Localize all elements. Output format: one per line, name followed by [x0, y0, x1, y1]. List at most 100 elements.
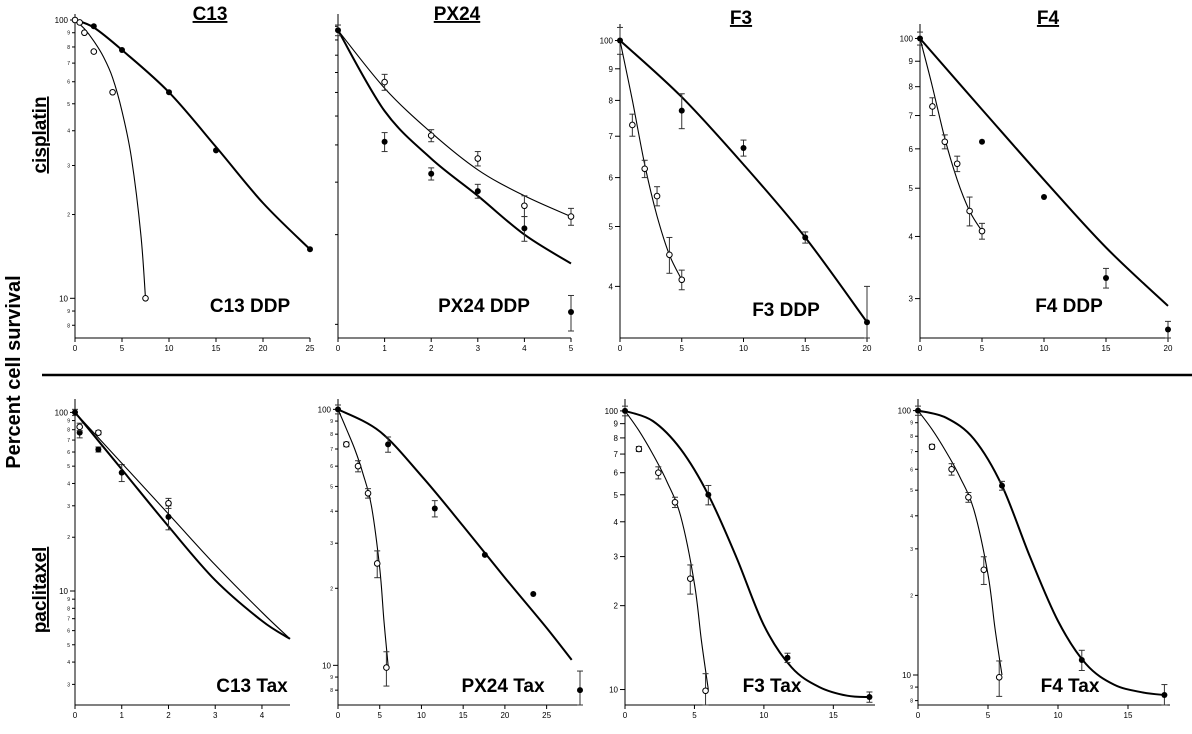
- filled-data-point: [428, 170, 435, 177]
- y-tick-label: 100: [898, 407, 912, 416]
- open-series-fit-line: [337, 409, 389, 666]
- open-data-point: [142, 294, 149, 302]
- panel-f4-tax: 0 5 10 15 8 9 2 3 4 5 6 7 8 9 10 100 F4 Tax: [898, 399, 1170, 720]
- open-data-point: [671, 498, 679, 506]
- y-minor-tick-label: 8: [330, 432, 333, 438]
- y-minor-tick-label: 4: [910, 514, 913, 520]
- x-tick-label: 15: [1102, 344, 1111, 353]
- panel-title: F4 DDP: [1035, 296, 1103, 317]
- y-minor-tick-label: 3: [67, 504, 70, 510]
- open-data-point: [373, 560, 381, 567]
- filled-data-point: [118, 469, 125, 476]
- filled-data-point: [678, 107, 685, 114]
- open-data-point: [567, 213, 575, 220]
- x-tick-label: 4: [260, 711, 265, 720]
- panel-c13-ddp: 0 5 10 15 20 25 8 9 2 3 4 5 6 7 8 9 10 100 C13 DDP: [55, 14, 315, 353]
- x-tick-label: 0: [918, 344, 923, 353]
- open-data-point: [76, 423, 83, 431]
- y-tick-label: 7: [609, 132, 614, 141]
- y-tick-label: 10: [609, 686, 618, 695]
- y-tick-label: 10: [59, 294, 68, 303]
- column-heading-c13: C13: [193, 4, 228, 25]
- filled-data-point: [1165, 326, 1171, 333]
- x-tick-label: 10: [417, 711, 426, 720]
- filled-data-point: [95, 446, 102, 453]
- panel-title: F3 Tax: [743, 676, 802, 697]
- y-tick-label: 7: [614, 450, 619, 459]
- y-minor-tick-label: 9: [67, 419, 70, 425]
- x-tick-label: 15: [459, 711, 468, 720]
- y-tick-label: 3: [909, 295, 914, 304]
- panel-title: C13 Tax: [216, 676, 288, 697]
- x-tick-label: 3: [476, 344, 481, 353]
- open-data-point: [381, 78, 388, 86]
- x-tick-label: 0: [336, 344, 341, 353]
- filled-series-fit-line: [337, 408, 573, 661]
- row-heading-cisplatin: cisplatin: [30, 96, 51, 173]
- y-minor-tick-label: 9: [67, 597, 70, 603]
- x-tick-label: 1: [120, 711, 125, 720]
- y-minor-tick-label: 6: [67, 629, 70, 635]
- filled-series-fit-line: [919, 37, 1169, 307]
- y-tick-label: 6: [614, 469, 619, 478]
- filled-data-point: [802, 234, 809, 241]
- y-minor-tick-label: 6: [67, 450, 70, 456]
- y-minor-tick-label: 5: [330, 484, 333, 490]
- filled-series-fit-line: [74, 19, 311, 251]
- filled-data-point: [999, 482, 1005, 489]
- filled-data-point: [530, 590, 537, 597]
- open-data-point: [354, 462, 362, 470]
- open-series-fit-line: [337, 29, 572, 218]
- filled-data-point: [213, 147, 219, 154]
- open-data-point: [953, 160, 961, 168]
- open-data-point: [165, 499, 172, 507]
- y-minor-tick-label: 8: [910, 699, 913, 705]
- filled-data-point: [864, 319, 870, 326]
- x-tick-label: 10: [1054, 711, 1063, 720]
- open-data-point: [978, 227, 986, 235]
- y-minor-tick-label: 7: [67, 61, 70, 67]
- x-tick-label: 0: [623, 711, 628, 720]
- x-tick-label: 10: [759, 711, 768, 720]
- open-data-point: [965, 493, 972, 501]
- y-minor-tick-label: 9: [67, 31, 70, 37]
- y-minor-tick-label: 3: [330, 541, 333, 547]
- x-tick-label: 15: [829, 711, 838, 720]
- open-series-fit-line: [624, 410, 709, 690]
- x-tick-label: 25: [542, 711, 551, 720]
- open-data-point: [474, 155, 482, 162]
- x-tick-label: 20: [259, 344, 268, 353]
- y-minor-tick-label: 4: [67, 660, 70, 666]
- x-tick-label: 20: [500, 711, 509, 720]
- open-data-point: [383, 664, 390, 671]
- open-series-fit-line: [919, 38, 983, 232]
- y-tick-label: 9: [609, 65, 614, 74]
- filled-series-fit-line: [619, 39, 868, 323]
- open-data-point: [635, 445, 643, 453]
- panel-title: F4 Tax: [1041, 676, 1100, 697]
- x-tick-label: 10: [165, 344, 174, 353]
- y-minor-tick-label: 4: [67, 481, 70, 487]
- filled-series-fit-line: [624, 409, 870, 698]
- y-tick-label: 10: [322, 661, 331, 670]
- filled-data-point: [784, 654, 791, 661]
- y-minor-tick-label: 9: [330, 419, 333, 425]
- filled-data-point: [568, 309, 574, 316]
- y-tick-label: 8: [909, 83, 914, 92]
- open-series-fit-line: [917, 410, 1003, 676]
- open-data-point: [995, 674, 1003, 681]
- y-tick-label: 4: [609, 282, 614, 291]
- x-tick-label: 5: [680, 344, 685, 353]
- y-minor-tick-label: 6: [67, 80, 70, 86]
- y-minor-tick-label: 3: [67, 682, 70, 688]
- open-data-point: [427, 132, 435, 139]
- open-data-point: [343, 441, 350, 448]
- column-heading-f3: F3: [730, 8, 752, 29]
- x-tick-label: 0: [916, 711, 921, 720]
- y-tick-label: 100: [605, 407, 619, 416]
- y-minor-tick-label: 8: [330, 688, 333, 694]
- open-data-point: [686, 575, 694, 582]
- y-tick-label: 5: [609, 223, 614, 232]
- y-axis-title: Percent cell survival: [3, 275, 25, 468]
- x-tick-label: 0: [73, 344, 78, 353]
